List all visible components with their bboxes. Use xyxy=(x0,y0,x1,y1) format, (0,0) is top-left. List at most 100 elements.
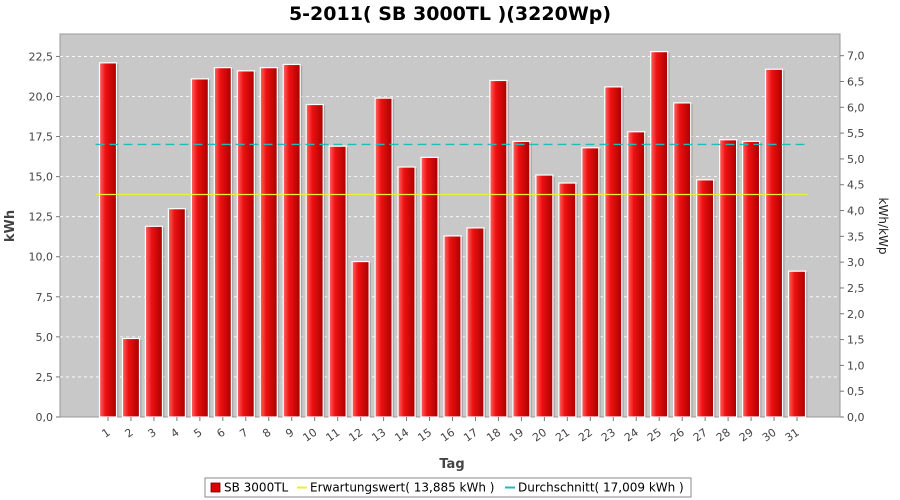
y2-tick-label: 6,5 xyxy=(847,75,865,88)
bar xyxy=(604,86,623,418)
bar xyxy=(718,139,738,418)
x-tick-label: 13 xyxy=(369,426,388,445)
y2-tick-label: 5,0 xyxy=(847,153,865,166)
y-axis-right: 0,0 0,5 1,0 1,5 2,0 2,5 3,0 3,5 4,0 4,5 5,0 5,5 6,0 6… xyxy=(840,50,865,424)
bar xyxy=(190,78,209,418)
y-tick-label: 7,5 xyxy=(36,291,54,304)
bar xyxy=(213,67,232,418)
legend-swatch xyxy=(210,482,221,493)
y2-tick-label: 6,0 xyxy=(847,101,865,114)
bar xyxy=(489,79,508,418)
x-tick-label: 12 xyxy=(346,426,365,445)
y-tick-label: 12,5 xyxy=(29,211,54,224)
bar xyxy=(466,227,485,418)
legend-label: Erwartungswert( 13,885 kWh ) xyxy=(310,481,494,495)
bar xyxy=(167,208,186,418)
legend-box xyxy=(204,477,692,498)
legend-label: SB 3000TL xyxy=(224,481,289,495)
bar xyxy=(98,62,118,418)
bar xyxy=(741,140,761,418)
bar xyxy=(696,179,715,418)
bars-layer xyxy=(98,51,808,418)
y-tick-label: 20,0 xyxy=(29,90,54,103)
y2-tick-label: 0,5 xyxy=(847,385,865,398)
y2-tick-label: 0,0 xyxy=(847,411,865,424)
x-tick-label: 16 xyxy=(438,426,457,445)
x-axis: 1 2 3 4 5 6 7 8 9 10 11 12 13 14 15 16 17 18 19 20 21 22 23 24 2… xyxy=(100,417,802,444)
y2-tick-label: 4,5 xyxy=(847,179,865,192)
x-tick-label: 28 xyxy=(714,426,733,445)
bar xyxy=(443,235,462,418)
bar xyxy=(259,67,278,418)
bar xyxy=(305,103,324,418)
x-tick-label: 10 xyxy=(300,426,319,445)
x-tick-label: 9 xyxy=(283,426,296,441)
x-tick-label: 25 xyxy=(645,426,664,445)
x-tick-label: 11 xyxy=(323,426,342,445)
x-tick-label: 31 xyxy=(783,426,802,445)
x-tick-label: 1 xyxy=(100,426,113,441)
x-tick-label: 5 xyxy=(191,426,204,441)
x-axis-label: Tag xyxy=(439,457,464,472)
y2-tick-label: 3,5 xyxy=(847,230,865,243)
y2-tick-label: 7,0 xyxy=(847,50,865,63)
y-tick-label: 22,5 xyxy=(29,50,54,63)
y-tick-label: 17,5 xyxy=(29,131,54,144)
bar xyxy=(558,182,577,418)
reference-lines-layer xyxy=(95,143,808,196)
bar xyxy=(650,51,669,418)
bar xyxy=(627,131,646,418)
y2-tick-label: 2,5 xyxy=(847,282,865,295)
bar xyxy=(236,70,255,418)
bar xyxy=(374,97,393,418)
x-tick-label: 7 xyxy=(237,426,250,441)
y-axis-left: 0,0 2,5 5,0 7,5 10,0 12,5 15,0 17,5 20,0 22,5 xyxy=(29,50,60,424)
y-tick-label: 15,0 xyxy=(29,171,54,184)
x-tick-label: 22 xyxy=(576,426,595,445)
legend-label: Durchschnitt( 17,009 kWh ) xyxy=(518,481,684,495)
y-tick-label: 10,0 xyxy=(29,251,54,264)
y2-axis-label: kWh/kWp xyxy=(876,198,890,255)
y2-tick-label: 5,5 xyxy=(847,127,865,140)
bar xyxy=(121,337,141,418)
y2-tick-label: 1,0 xyxy=(847,359,865,372)
x-tick-label: 30 xyxy=(760,426,779,445)
chart-title: 5-2011( SB 3000TL )(3220Wp) xyxy=(289,3,611,25)
x-tick-label: 15 xyxy=(415,426,434,445)
x-tick-label: 29 xyxy=(737,426,756,445)
bar xyxy=(764,68,784,418)
y2-tick-label: 2,0 xyxy=(847,308,865,321)
x-tick-label: 20 xyxy=(530,426,549,445)
bar xyxy=(351,260,370,418)
x-tick-label: 26 xyxy=(668,426,687,445)
x-tick-label: 23 xyxy=(599,426,618,445)
bar xyxy=(787,270,807,418)
x-tick-label: 4 xyxy=(168,426,181,441)
bar xyxy=(144,225,164,418)
x-tick-label: 3 xyxy=(145,426,158,441)
x-tick-label: 6 xyxy=(214,426,227,441)
legend: SB 3000TL Erwartungswert( 13,885 kWh ) Dur… xyxy=(204,477,692,498)
x-tick-label: 18 xyxy=(484,426,503,445)
bar xyxy=(673,102,692,418)
y-tick-label: 2,5 xyxy=(36,371,54,384)
bar xyxy=(512,140,531,418)
y-axis-label: kWh xyxy=(3,210,18,242)
bar xyxy=(420,156,439,418)
y2-tick-label: 1,5 xyxy=(847,334,865,347)
x-tick-label: 19 xyxy=(507,426,526,445)
x-tick-label: 8 xyxy=(260,426,273,441)
y2-tick-label: 3,0 xyxy=(847,256,865,269)
x-tick-label: 21 xyxy=(553,426,572,445)
y-tick-label: 0,0 xyxy=(36,411,54,424)
x-tick-label: 2 xyxy=(122,426,135,441)
x-tick-label: 27 xyxy=(691,426,710,445)
bar xyxy=(397,166,416,418)
x-tick-label: 17 xyxy=(461,426,480,445)
y-tick-label: 5,0 xyxy=(36,331,54,344)
bar xyxy=(535,174,554,418)
y2-tick-label: 4,0 xyxy=(847,205,865,218)
x-tick-label: 14 xyxy=(392,426,411,445)
